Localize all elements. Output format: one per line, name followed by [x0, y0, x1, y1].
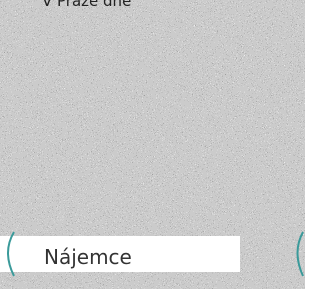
scanned-document: V Praze dne Nájemce: [0, 0, 305, 289]
place-date: V Praze dne: [42, 0, 131, 10]
page: V Praze dne Nájemce (() => { const data …: [0, 0, 305, 289]
signature-label: Nájemce: [44, 245, 132, 269]
